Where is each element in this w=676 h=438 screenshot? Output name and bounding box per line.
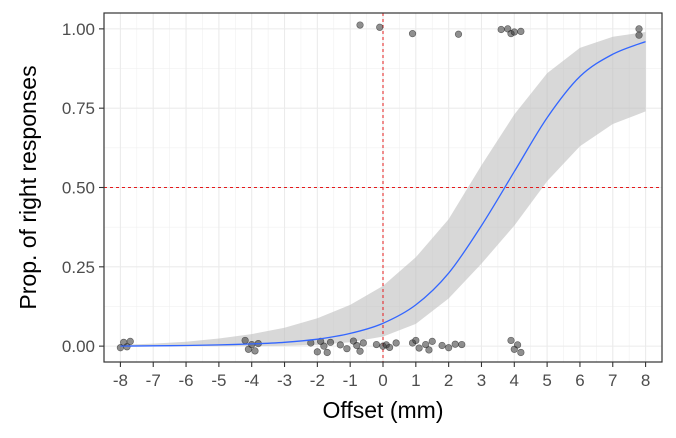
- x-tick-label: -6: [178, 371, 193, 390]
- data-point: [425, 346, 433, 354]
- data-point: [323, 348, 331, 357]
- data-point: [517, 27, 525, 36]
- data-point: [320, 342, 328, 350]
- data-point: [458, 340, 466, 349]
- data-point: [428, 337, 436, 345]
- data-point: [445, 344, 453, 352]
- x-tick-label: 3: [477, 371, 486, 390]
- data-point: [513, 341, 522, 349]
- data-point: [422, 340, 430, 349]
- data-point: [392, 339, 400, 347]
- data-points: [116, 21, 643, 357]
- data-point: [507, 336, 515, 345]
- x-axis-title: Offset (mm): [323, 397, 444, 423]
- data-point: [343, 345, 351, 353]
- y-tick-label: 0.25: [62, 258, 95, 277]
- data-point: [126, 337, 134, 345]
- data-point: [356, 347, 364, 355]
- x-tick-label: -3: [277, 371, 292, 390]
- confidence-ribbon: [120, 32, 646, 347]
- data-point: [123, 343, 131, 351]
- x-tick-label: 4: [510, 371, 519, 390]
- y-tick-label: 0.75: [62, 99, 95, 118]
- x-tick-label: -1: [343, 371, 358, 390]
- data-point: [635, 31, 643, 39]
- x-axis: -8 -7 -6 -5 -4 -3 -2 -1 0 1 2 3 4 5 6 7 8: [113, 362, 650, 390]
- data-point: [412, 336, 420, 345]
- data-point: [510, 28, 518, 36]
- data-point: [385, 343, 394, 352]
- x-tick-label: -2: [310, 371, 325, 390]
- reference-lines: [104, 13, 662, 362]
- x-tick-label: -5: [211, 371, 226, 390]
- data-point: [313, 348, 321, 356]
- x-tick-label: -7: [146, 371, 161, 390]
- data-point: [326, 338, 335, 346]
- x-tick-label: 7: [608, 371, 617, 390]
- y-tick-label: 0.50: [62, 179, 95, 198]
- data-point: [376, 23, 384, 31]
- x-tick-label: 8: [641, 371, 650, 390]
- data-point: [251, 347, 259, 355]
- data-point: [497, 25, 505, 34]
- y-tick-label: 0.00: [62, 337, 95, 356]
- y-axis: 0.00 0.25 0.50 0.75 1.00: [62, 20, 104, 356]
- data-point: [372, 340, 381, 349]
- data-point: [241, 336, 249, 345]
- data-point: [359, 339, 367, 347]
- x-tick-label: 1: [411, 371, 420, 390]
- data-point: [517, 348, 525, 357]
- data-point: [415, 344, 423, 352]
- x-tick-label: 5: [542, 371, 551, 390]
- data-point: [356, 21, 364, 29]
- data-point: [408, 30, 417, 38]
- data-point: [454, 30, 463, 38]
- data-point: [451, 340, 459, 348]
- x-tick-label: -4: [244, 371, 259, 390]
- y-tick-label: 1.00: [62, 20, 95, 39]
- fitted-curve: [120, 40, 646, 347]
- data-point: [635, 25, 643, 33]
- data-point: [438, 341, 446, 350]
- x-tick-label: -8: [113, 371, 128, 390]
- x-tick-label: 0: [378, 371, 387, 390]
- y-axis-title: Prop. of right responses: [15, 65, 41, 309]
- data-point: [353, 341, 361, 350]
- x-tick-label: 2: [444, 371, 453, 390]
- x-tick-label: 6: [575, 371, 584, 390]
- data-point: [336, 341, 344, 349]
